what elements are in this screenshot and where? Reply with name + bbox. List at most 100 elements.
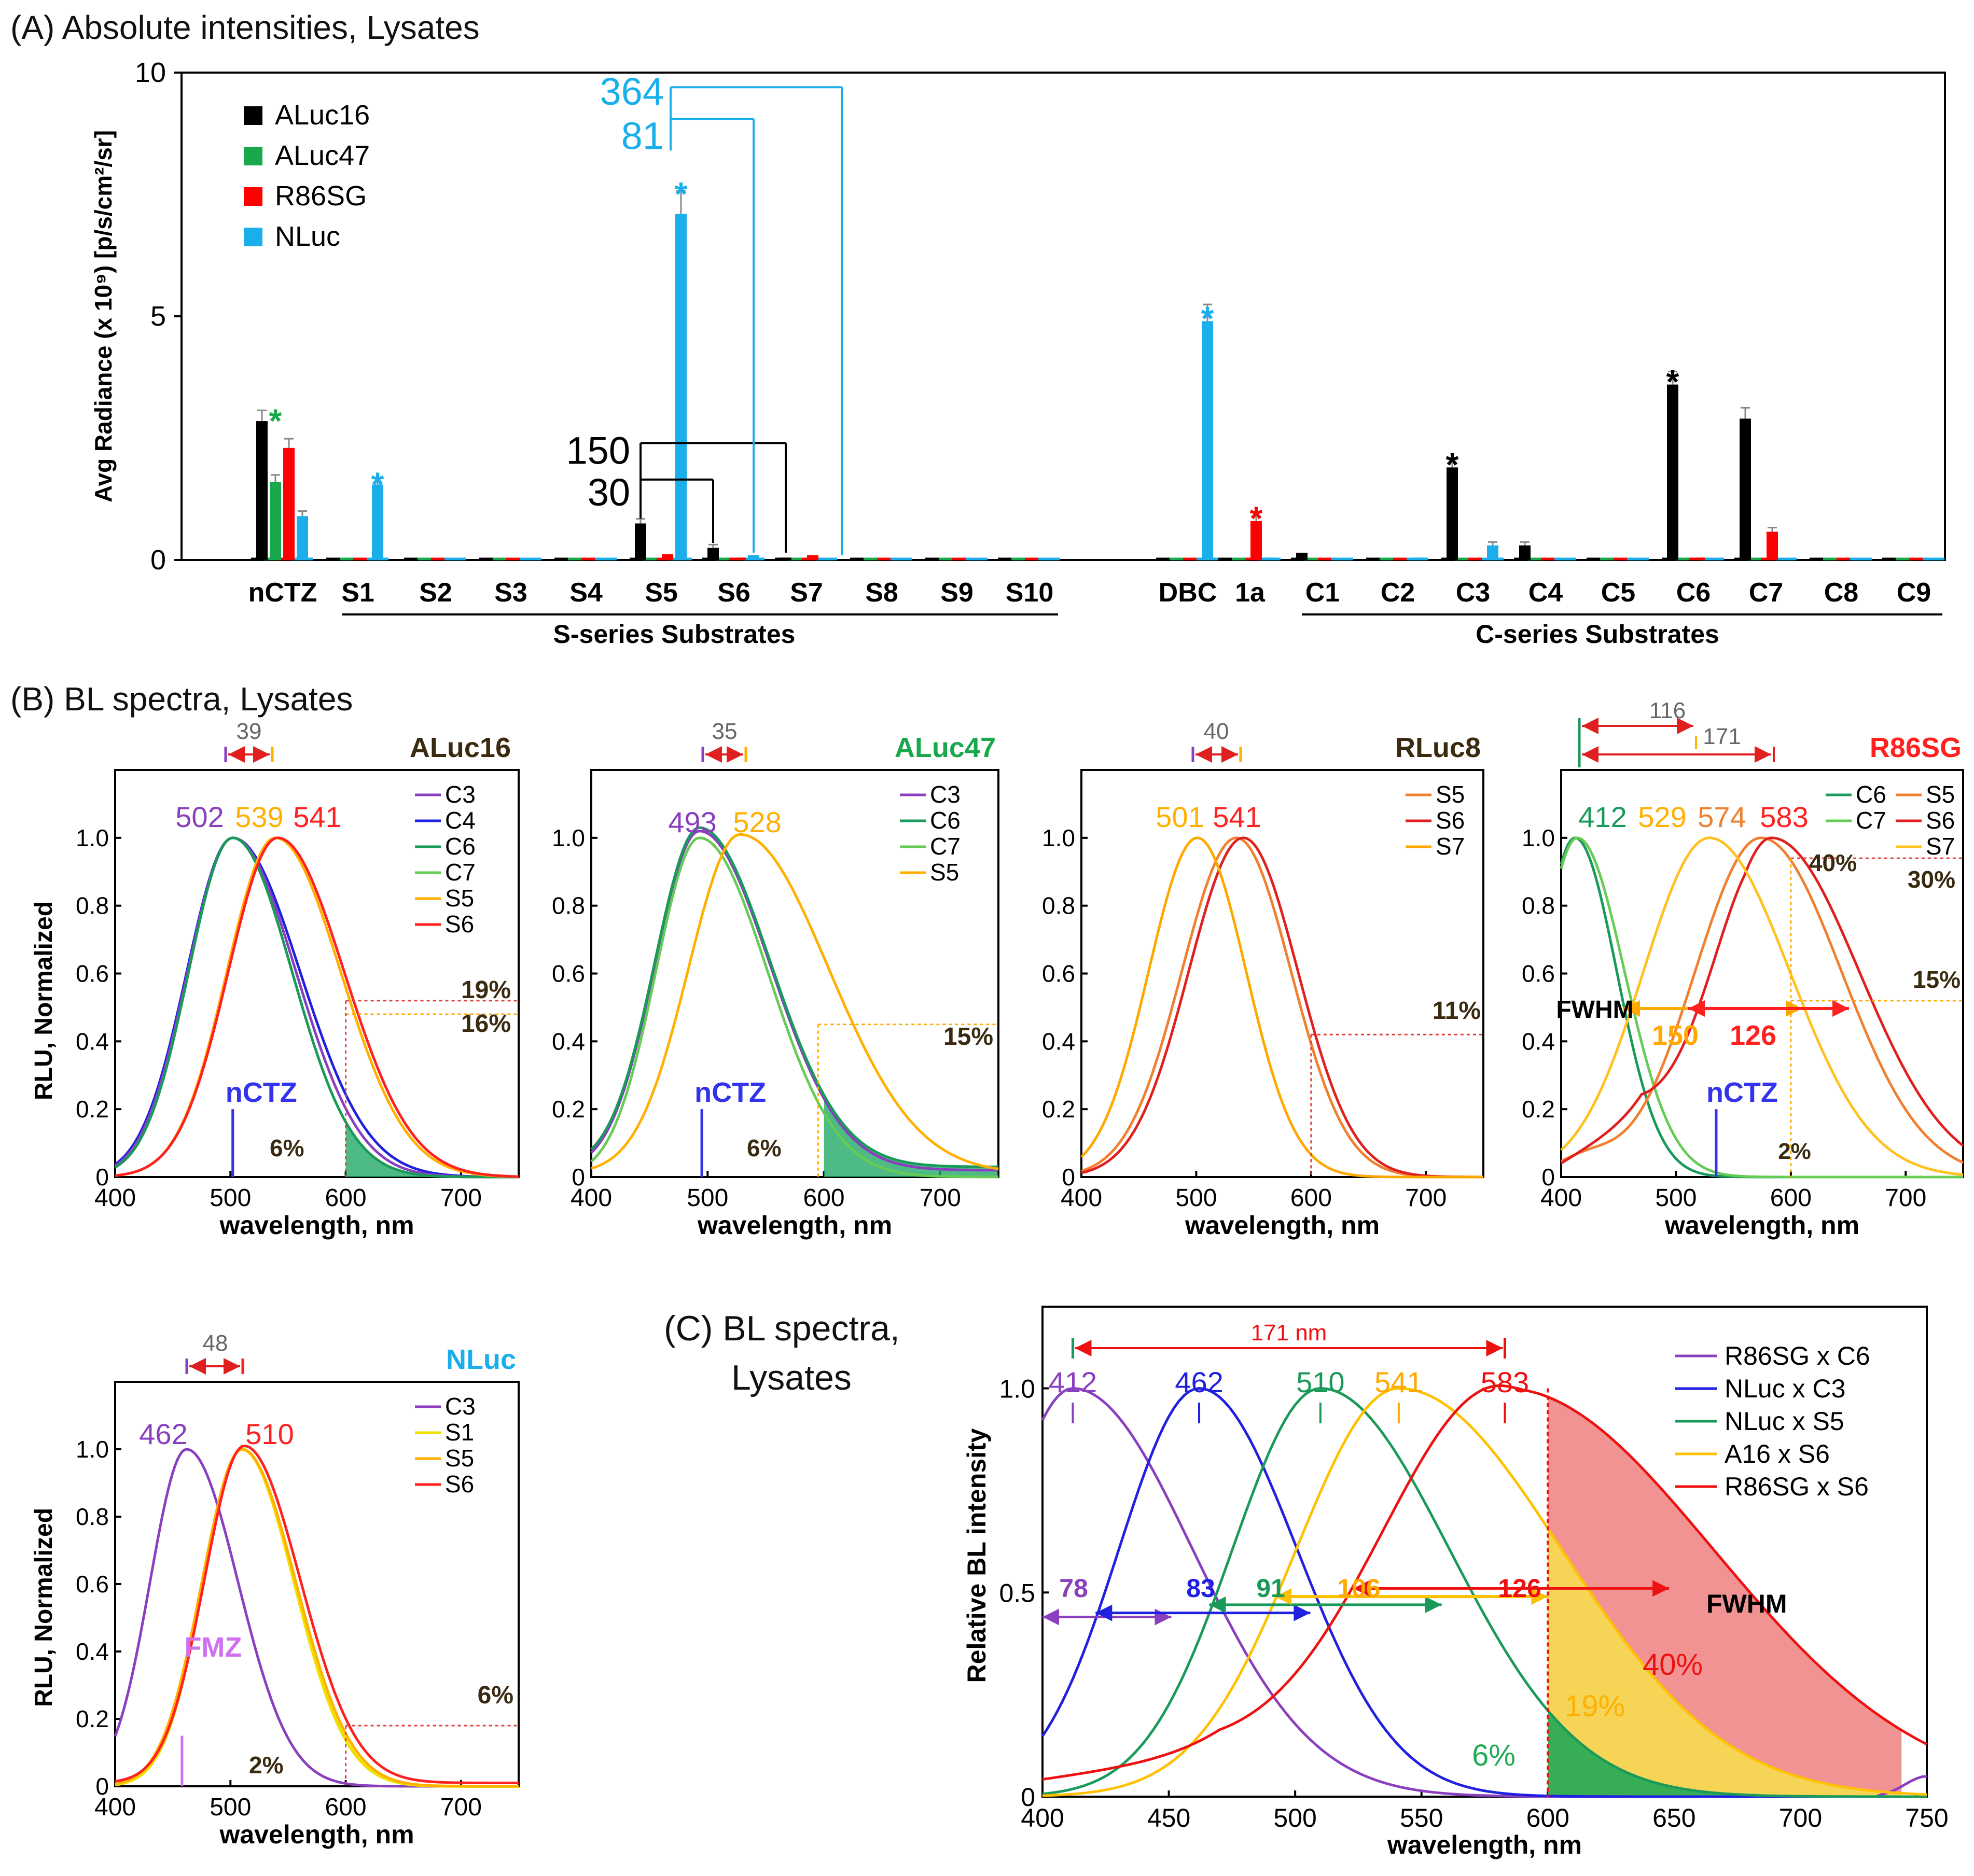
peak-label-502: 502 xyxy=(175,801,224,833)
curve-S6 xyxy=(1560,836,1964,1165)
x-axis-label: wavelength, nm xyxy=(1664,1211,1859,1240)
fwhm-arrow-91-head-right xyxy=(1425,1596,1442,1613)
bar-ALuc16-S6 xyxy=(707,548,719,560)
bar-R86SG-S5 xyxy=(662,554,673,560)
peak-label-510: 510 xyxy=(1296,1366,1344,1398)
curve-C7 xyxy=(1560,836,1963,1179)
peak-label-583: 583 xyxy=(1760,801,1808,833)
curve-R86SG-S6 xyxy=(1042,1384,1928,1781)
shift-label-116: 116 xyxy=(1649,698,1686,723)
x-tick-label: 400 xyxy=(571,1184,612,1212)
fwhm-arrow-126-head-right xyxy=(1652,1580,1670,1597)
peak-label-501: 501 xyxy=(1156,801,1204,833)
shift-arrow-171-head-left xyxy=(1582,746,1598,763)
legend-label-S6: S6 xyxy=(445,1471,474,1497)
x-tick-label: 700 xyxy=(440,1794,482,1821)
bar-ALuc47-nCTZ xyxy=(270,482,281,560)
subpanel-name-aluc16: ALuc16 xyxy=(410,732,511,763)
pct-6: 6% xyxy=(1472,1739,1516,1772)
y-tick-label: 5 xyxy=(150,301,166,332)
peak-label-528: 528 xyxy=(733,806,781,838)
bar-NLuc-1a xyxy=(1264,557,1275,560)
shift-label: 35 xyxy=(712,719,738,744)
y-tick-label: 1.0 xyxy=(552,824,585,851)
category-label: S6 xyxy=(717,578,750,608)
y-tick-label: 0.2 xyxy=(552,1096,585,1123)
shift-arrow-head-left xyxy=(189,1358,206,1375)
bar-R86SG-S7 xyxy=(807,555,818,560)
curve-C3 xyxy=(114,1448,519,1788)
x-tick-label: 750 xyxy=(1905,1803,1948,1832)
category-label: 1a xyxy=(1235,578,1266,608)
x-tick-label: 700 xyxy=(1405,1184,1447,1212)
bar-R86SG-C7 xyxy=(1767,531,1778,560)
y-tick-label: 0.4 xyxy=(76,1638,109,1665)
bar-NLuc-C3 xyxy=(1487,545,1498,560)
fwhm-label: FWHM xyxy=(1706,1589,1787,1618)
panel-a: (A) Absolute intensities, Lysates 0 5 10 Avg… xyxy=(10,9,1946,649)
legend-label-S5: S5 xyxy=(445,885,474,912)
y-tick-label: 1.0 xyxy=(76,1436,109,1463)
fwhm-value-91: 91 xyxy=(1256,1574,1285,1603)
pct-16: 16% xyxy=(461,1010,511,1038)
x-axis-label: wavelength, nm xyxy=(1185,1211,1380,1240)
significance-star: * xyxy=(1446,446,1459,483)
legend-label-NLuc: NLuc xyxy=(275,221,340,252)
y-tick-label: 1.0 xyxy=(1042,824,1075,851)
y-tick-label: 0.5 xyxy=(999,1578,1035,1607)
category-label: C9 xyxy=(1897,578,1931,608)
fwhm-label: FWHM xyxy=(1556,996,1633,1024)
legend-label-S5: S5 xyxy=(445,1445,474,1472)
bracket-label-150: 150 xyxy=(566,429,630,472)
curve-S7 xyxy=(1560,836,1964,1176)
shift-arrow-head-left xyxy=(1195,746,1212,763)
y-axis-label-b: RLU, Normalized xyxy=(30,901,58,1100)
category-label: C3 xyxy=(1456,578,1490,608)
y-tick-label: 0.6 xyxy=(1042,960,1075,987)
mark-label-nCTZ: nCTZ xyxy=(226,1077,297,1108)
x-tick-label: 700 xyxy=(440,1184,482,1212)
category-label: S10 xyxy=(1006,578,1054,608)
category-label: S2 xyxy=(419,578,452,608)
panel-c-title-2: Lysates xyxy=(731,1358,852,1397)
x-tick-label: 500 xyxy=(1273,1803,1316,1832)
y-tick-label: 0.8 xyxy=(76,1503,109,1530)
legend-label-R86SG: R86SG xyxy=(275,180,367,212)
category-label: C4 xyxy=(1528,578,1563,608)
peak-label-541: 541 xyxy=(293,801,341,833)
panel-b: (B) BL spectra, Lysates RLU, Normalized RL… xyxy=(10,680,1964,1849)
legend-label-C3: C3 xyxy=(445,1393,476,1420)
category-label: DBC xyxy=(1159,578,1217,608)
category-label: C7 xyxy=(1749,578,1783,608)
legend-label-S5: S5 xyxy=(930,859,959,886)
y-tick-label: 0 xyxy=(1021,1783,1035,1812)
legend-label-ALuc16: ALuc16 xyxy=(275,100,370,131)
legend-label-NLuc x C3: NLuc x C3 xyxy=(1725,1374,1845,1403)
legend-label-S5: S5 xyxy=(1436,781,1465,808)
panel-c-title-1: (C) BL spectra, xyxy=(664,1309,900,1348)
bar-NLuc-DBC xyxy=(1202,321,1213,560)
peak-label-583: 583 xyxy=(1481,1366,1529,1398)
pct-6: 6% xyxy=(478,1682,513,1709)
y-tick-label: 0 xyxy=(1541,1164,1555,1191)
bar-ALuc16-C6 xyxy=(1667,384,1678,560)
peak-label-541: 541 xyxy=(1213,801,1261,833)
fwhm-arrow-83-head-left xyxy=(1095,1604,1113,1621)
panel-c: (C) BL spectra, Lysates 400 450 500 550 600 650… xyxy=(664,1306,1949,1859)
x-axis-label: wavelength, nm xyxy=(219,1820,414,1849)
legend-swatch-NLuc xyxy=(244,228,262,246)
peak-label-412: 412 xyxy=(1578,801,1627,833)
tail-fill xyxy=(345,1122,461,1177)
fwhm-arrow-106-head-right xyxy=(1531,1588,1548,1605)
bar-R86SG-C6 xyxy=(1694,557,1705,560)
significance-star: * xyxy=(1250,499,1263,537)
y-tick-label: 0.6 xyxy=(552,960,585,987)
y-tick-label: 0.2 xyxy=(76,1096,109,1123)
legend-label-S7: S7 xyxy=(1436,833,1465,860)
legend-label-S7: S7 xyxy=(1926,833,1955,860)
fwhm-arrow-126-head-left xyxy=(1688,1000,1705,1017)
plot-frame xyxy=(180,72,1946,561)
range-arrow-head-right xyxy=(1486,1340,1503,1356)
c-series-label: C-series Substrates xyxy=(1476,620,1719,649)
y-tick-label: 0.2 xyxy=(76,1705,109,1732)
